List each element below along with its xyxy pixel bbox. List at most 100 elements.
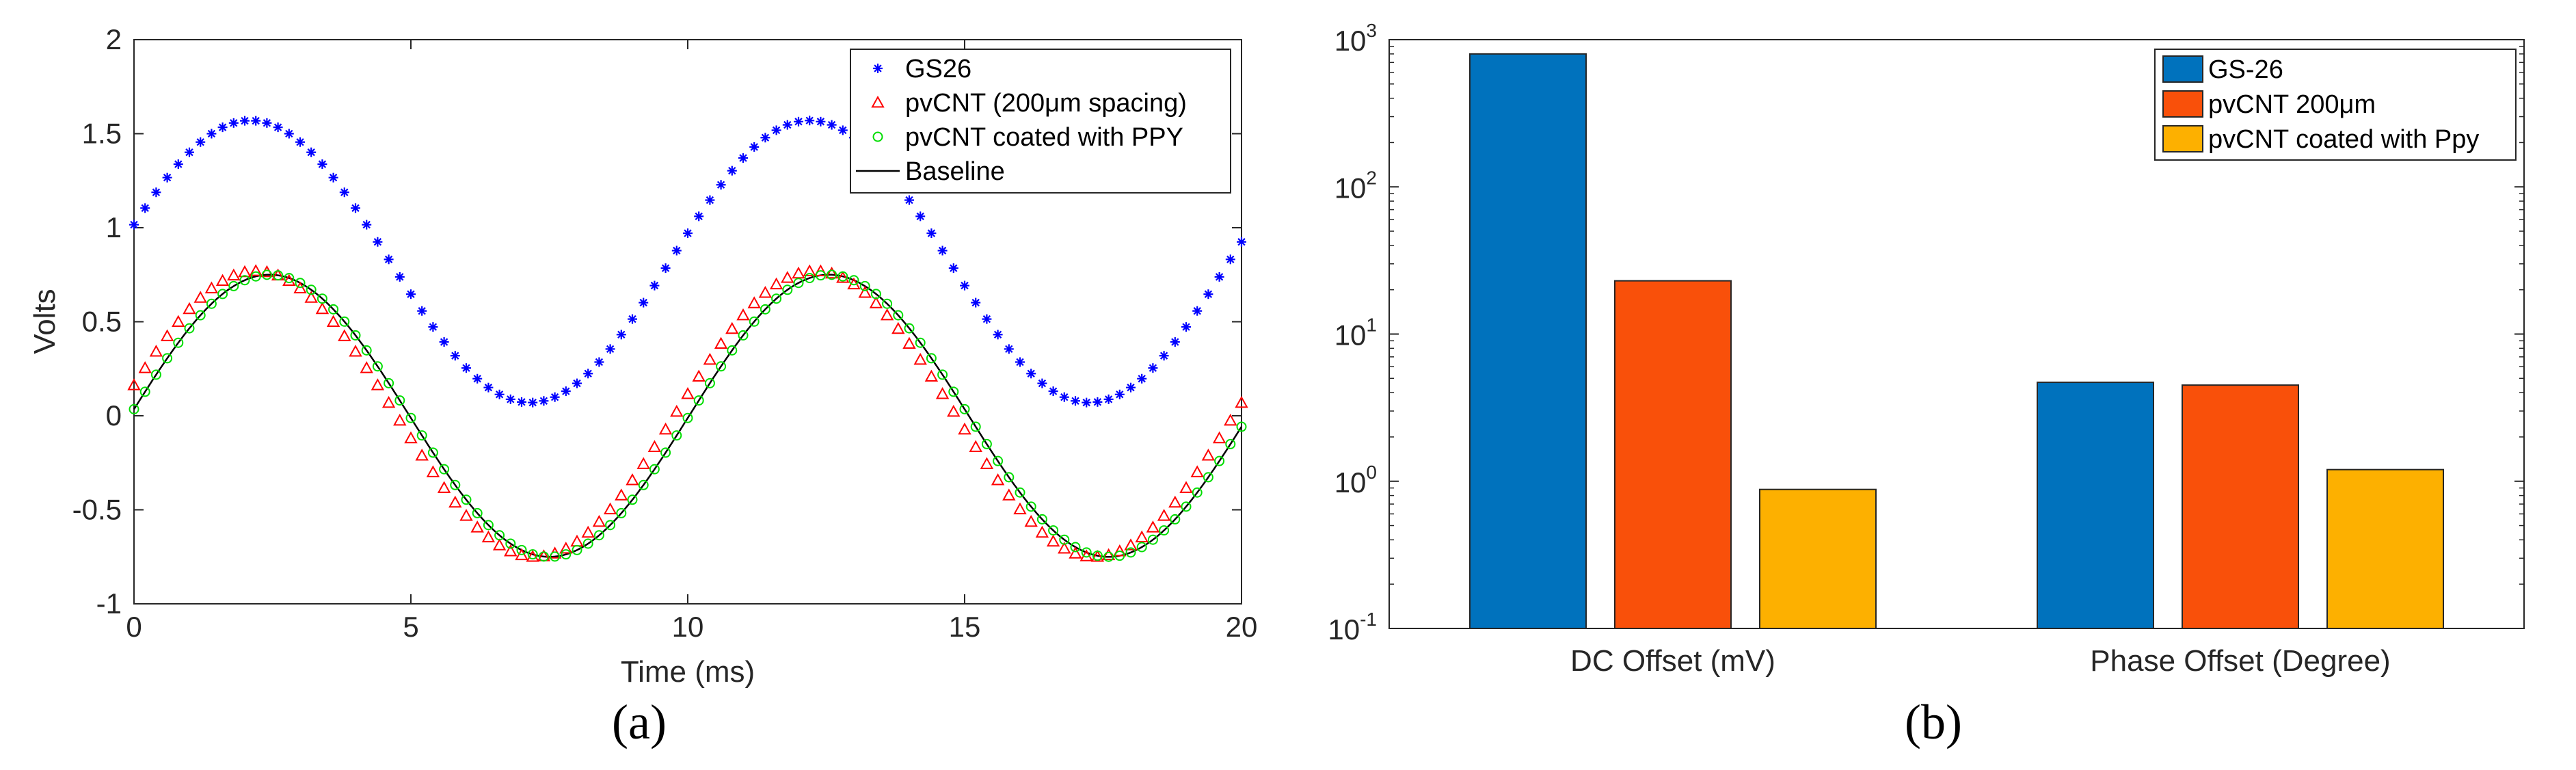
point-gs26 — [1214, 271, 1224, 282]
bar-pvcnt-dc-offset — [1614, 280, 1732, 629]
point-gs26 — [162, 172, 172, 183]
point-pvcnt-ppy — [1036, 514, 1047, 525]
point-gs26 — [173, 159, 183, 170]
point-pvcnt-ppy — [450, 479, 461, 490]
point-pvcnt — [980, 457, 994, 469]
point-pvcnt — [836, 271, 850, 283]
point-pvcnt — [249, 264, 263, 276]
point-gs26 — [206, 129, 217, 139]
point-pvcnt-ppy — [749, 316, 760, 327]
point-gs26 — [749, 142, 760, 152]
point-pvcnt-ppy — [494, 530, 505, 541]
point-pvcnt-ppy — [228, 280, 239, 291]
point-gs26 — [671, 245, 682, 256]
point-gs26 — [384, 254, 394, 265]
point-gs26 — [394, 271, 405, 282]
legend-a-gs26: GS26 — [905, 55, 971, 83]
point-gs26 — [1048, 386, 1058, 397]
legend-b-swatch-gs26 — [2162, 55, 2203, 83]
point-pvcnt-ppy — [1236, 421, 1247, 432]
point-pvcnt-ppy — [538, 551, 549, 562]
legend-a-pvcnt-ppy: pvCNT coated with PPY — [905, 123, 1183, 152]
point-pvcnt-ppy — [405, 412, 416, 423]
point-pvcnt — [470, 520, 484, 533]
point-pvcnt — [426, 465, 440, 477]
point-pvcnt — [1157, 509, 1171, 521]
point-gs26 — [605, 344, 615, 354]
y-tick-label: -0.5 — [72, 494, 122, 526]
point-pvcnt-ppy — [682, 412, 693, 423]
x-tick-label: 0 — [126, 611, 142, 643]
point-pvcnt — [183, 302, 196, 315]
point-gs26 — [428, 322, 438, 332]
chart-b-axes: 10-1 100 101 102 103 DC Offset (mV) Phase Offs… — [1328, 20, 2524, 678]
point-pvcnt-ppy — [693, 395, 704, 406]
point-gs26 — [483, 382, 494, 393]
x-tick-label: 5 — [403, 611, 418, 643]
chart-a-legend: GS26 pvCNT (200μm spacing) pvCNT coated … — [850, 49, 1231, 194]
point-pvcnt — [415, 449, 429, 461]
point-pvcnt-ppy — [1225, 438, 1236, 449]
bar-pvcnt-phase-offset — [2182, 384, 2299, 629]
point-gs26 — [982, 314, 992, 324]
point-pvcnt — [1146, 520, 1160, 533]
point-pvcnt-ppy — [306, 284, 317, 295]
point-pvcnt — [814, 264, 828, 277]
chart-a-xlabel: Time (ms) — [621, 655, 755, 689]
point-pvcnt — [1046, 534, 1060, 547]
point-pvcnt — [1168, 495, 1182, 508]
point-pvcnt — [515, 548, 528, 561]
point-pvcnt-ppy — [472, 507, 483, 518]
point-gs26 — [1203, 289, 1213, 300]
point-gs26 — [196, 137, 206, 147]
point-gs26 — [971, 297, 981, 308]
y-tick-label: 2 — [106, 23, 122, 55]
point-pvcnt-ppy — [605, 520, 616, 531]
point-gs26 — [1082, 397, 1092, 408]
point-gs26 — [328, 172, 338, 183]
point-pvcnt — [1212, 431, 1226, 444]
point-pvcnt — [647, 440, 662, 452]
point-pvcnt-ppy — [716, 361, 727, 372]
point-gs26 — [705, 195, 715, 205]
point-pvcnt-ppy — [848, 275, 859, 286]
point-pvcnt-ppy — [1136, 542, 1147, 553]
point-pvcnt-ppy — [1059, 534, 1070, 545]
x-tick-label: 15 — [949, 611, 981, 643]
point-pvcnt-ppy — [660, 447, 671, 458]
point-pvcnt-ppy — [150, 369, 161, 380]
point-pvcnt-ppy — [295, 278, 306, 289]
point-pvcnt — [769, 277, 783, 290]
point-pvcnt — [670, 404, 684, 417]
point-pvcnt-ppy — [483, 520, 494, 531]
legend-b-swatch-pvcnt — [2162, 90, 2203, 118]
point-gs26 — [517, 397, 526, 407]
legend-b-swatch-pvcnt-ppy — [2162, 125, 2203, 152]
legend-b-gs26: GS-26 — [2208, 55, 2283, 84]
chart-a-legend-markers — [856, 64, 900, 172]
point-pvcnt-ppy — [926, 353, 937, 364]
point-pvcnt-ppy — [738, 330, 749, 341]
point-gs26 — [628, 314, 637, 324]
point-pvcnt-ppy — [261, 269, 272, 280]
point-pvcnt-ppy — [959, 403, 970, 414]
chart-a: 0 5 10 15 20-1-0.500.511.52 Time (ms) Volts … — [28, 23, 1257, 749]
point-pvcnt — [149, 345, 163, 357]
point-pvcnt-ppy — [859, 280, 870, 291]
point-pvcnt-ppy — [284, 273, 295, 284]
point-gs26 — [1170, 337, 1180, 347]
point-gs26 — [417, 306, 427, 316]
bar-gs26-dc-offset — [1469, 53, 1587, 630]
y-tick-label: 1 — [106, 211, 122, 243]
point-pvcnt-ppy — [561, 549, 572, 560]
point-pvcnt-ppy — [384, 377, 394, 388]
point-gs26 — [771, 125, 781, 135]
point-pvcnt — [1024, 514, 1038, 527]
point-gs26 — [550, 392, 560, 402]
point-pvcnt-ppy — [837, 271, 848, 282]
point-pvcnt-ppy — [804, 273, 815, 284]
point-pvcnt-ppy — [361, 345, 372, 356]
point-pvcnt-ppy — [1048, 525, 1059, 536]
point-gs26 — [904, 195, 914, 205]
point-pvcnt — [592, 514, 606, 527]
